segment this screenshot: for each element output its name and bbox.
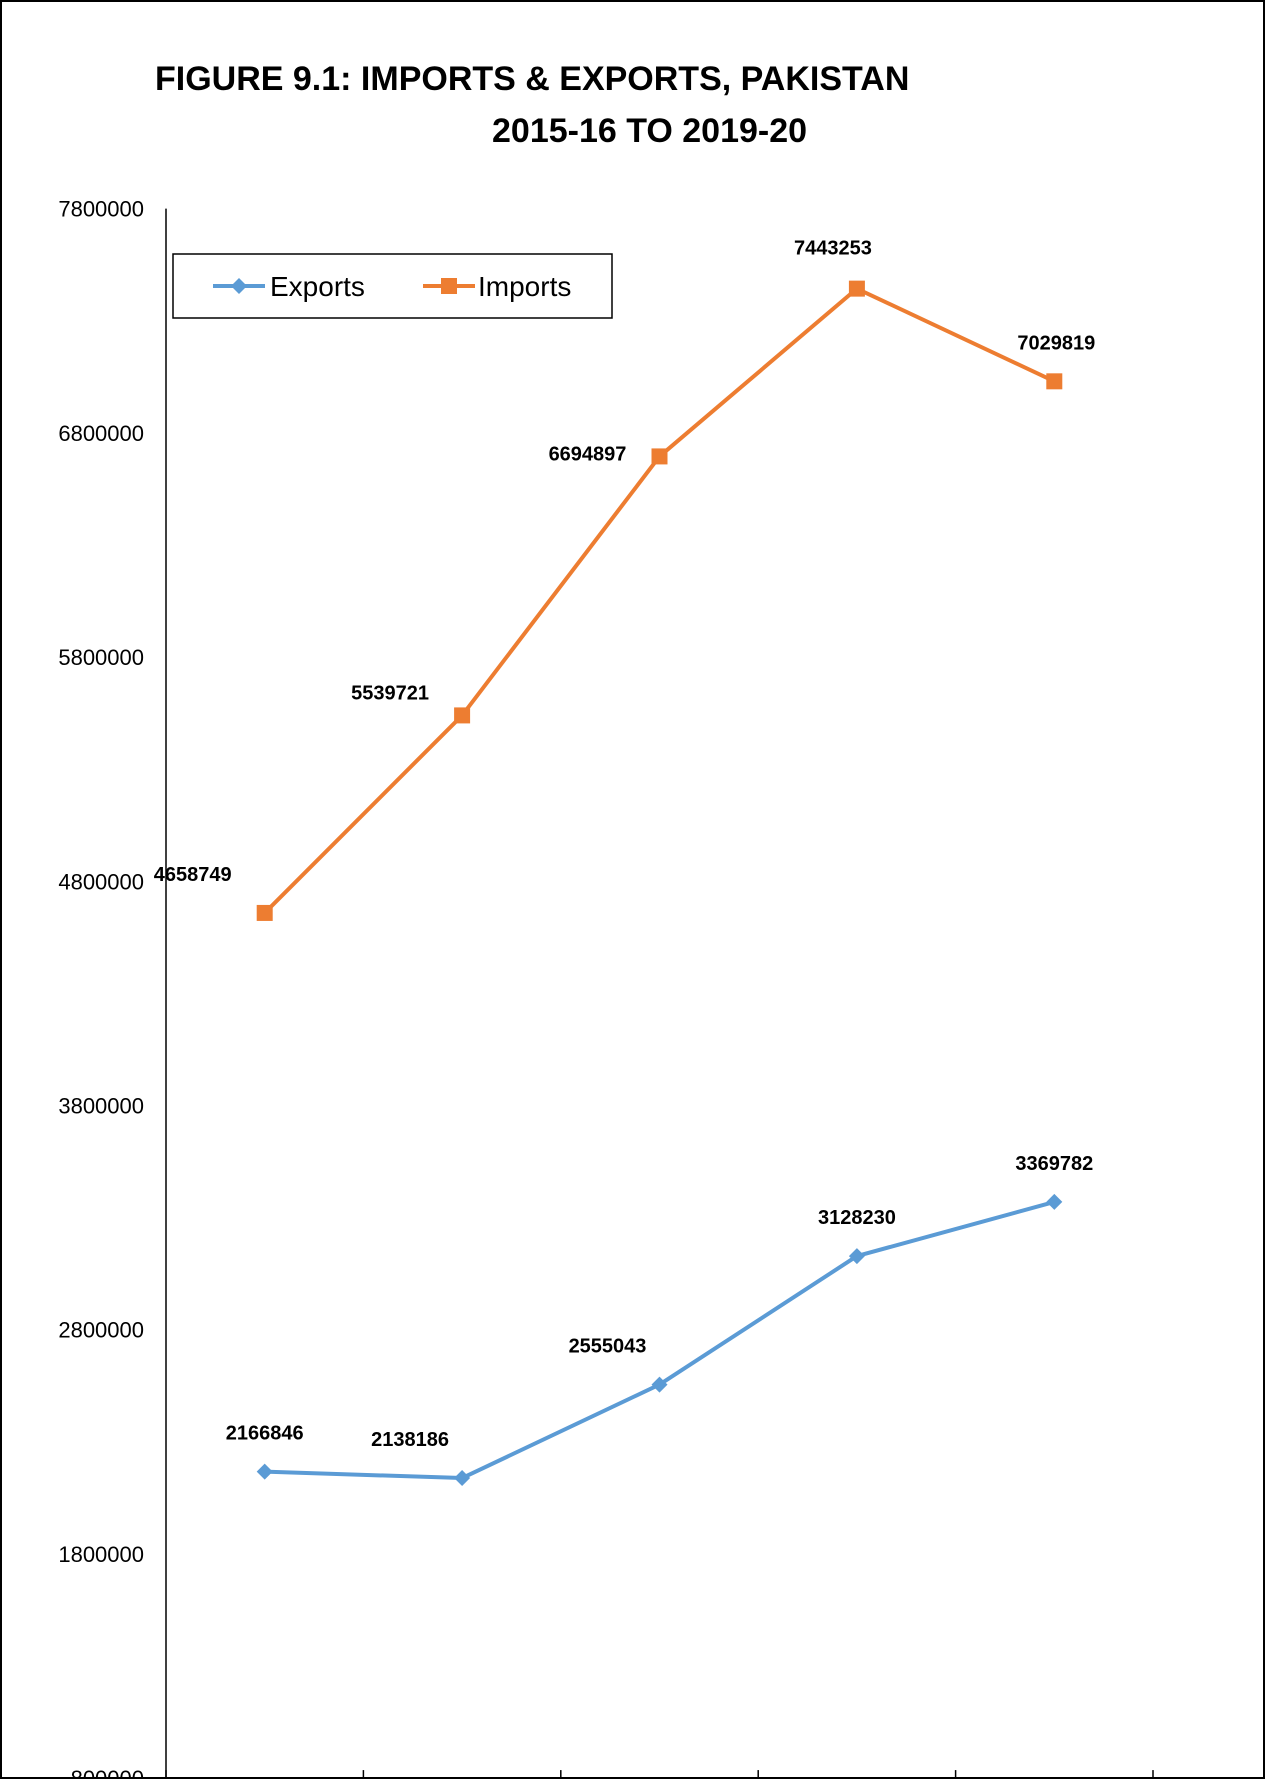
y-tick-label: 2800000 xyxy=(58,1318,144,1343)
y-tick-label: 4800000 xyxy=(58,869,144,894)
imports-data-label: 7029819 xyxy=(1017,332,1095,354)
imports-point xyxy=(454,707,471,724)
imports-data-label: 7443253 xyxy=(794,238,872,260)
y-tick-label: 800000 xyxy=(71,1766,144,1779)
y-tick-label: 1800000 xyxy=(58,1542,144,1567)
chart-title-line-2: 2015-16 TO 2019-20 xyxy=(492,112,807,150)
imports-point xyxy=(1046,373,1063,390)
series-layer xyxy=(256,280,1063,1487)
exports-data-label: 3369782 xyxy=(1015,1153,1093,1175)
imports-data-label: 6694897 xyxy=(549,443,627,465)
exports-data-label: 3128230 xyxy=(818,1207,896,1229)
imports-point xyxy=(848,280,865,297)
legend-exports-label: Exports xyxy=(270,271,365,302)
y-tick-label: 5800000 xyxy=(58,645,144,670)
exports-data-label: 2555043 xyxy=(569,1336,647,1358)
exports-point xyxy=(1046,1193,1063,1210)
data-labels: 2166846 2138186 2555043 3128230 3369782 46587… xyxy=(154,238,1095,1451)
legend-imports-marker xyxy=(441,278,457,294)
legend-exports-marker xyxy=(231,278,247,294)
chart-title-line-1: FIGURE 9.1: IMPORTS & EXPORTS, PAKISTAN xyxy=(155,60,909,98)
imports-series-line xyxy=(263,286,1056,915)
chart-legend: Exports Imports xyxy=(172,253,613,319)
imports-data-label: 4658749 xyxy=(154,864,232,886)
chart-title: FIGURE 9.1: IMPORTS & EXPORTS, PAKISTAN … xyxy=(155,60,909,150)
exports-point xyxy=(651,1376,668,1393)
exports-point xyxy=(848,1248,865,1265)
exports-data-label: 2138186 xyxy=(371,1429,449,1451)
y-tick-label: 7800000 xyxy=(58,197,144,222)
imports-point xyxy=(256,904,273,921)
chart-axes: 800000 1800000 2800000 3800000 4800000 580000… xyxy=(58,197,1154,1779)
exports-point xyxy=(454,1470,471,1487)
imports-data-label: 5539721 xyxy=(351,682,429,704)
y-tick-label: 6800000 xyxy=(58,421,144,446)
imports-point xyxy=(651,448,668,465)
exports-data-label: 2166846 xyxy=(226,1423,304,1445)
legend-imports-label: Imports xyxy=(478,271,571,302)
y-tick-label: 3800000 xyxy=(58,1093,144,1118)
exports-point xyxy=(256,1463,273,1480)
